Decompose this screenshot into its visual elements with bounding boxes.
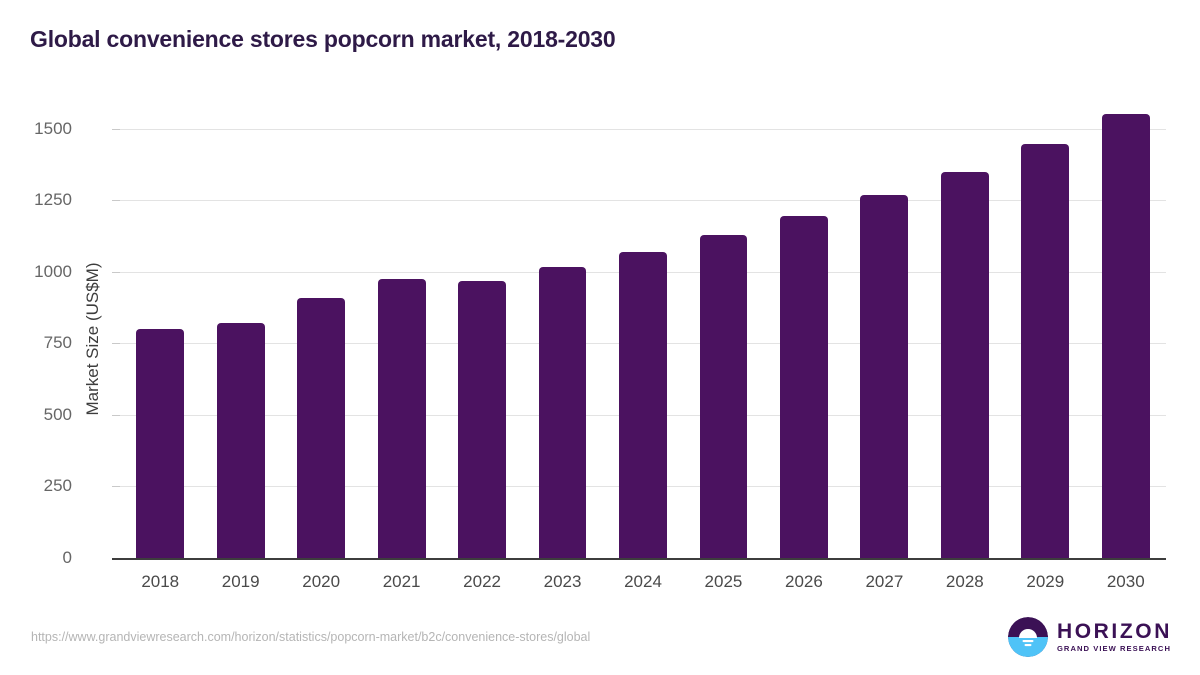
horizon-logo: HORIZON GRAND VIEW RESEARCH	[1007, 616, 1172, 658]
bar-2023[interactable]	[538, 266, 587, 558]
horizon-logo-icon	[1007, 617, 1048, 657]
bar-2025[interactable]	[699, 235, 748, 558]
x-axis-tick-label-2030: 2030	[1106, 572, 1145, 591]
y-axis-tick	[112, 200, 120, 202]
bar-2024[interactable]	[619, 251, 667, 558]
plot-area: Market Size (US$M) 0 250 500 750 1000 1250 150…	[34, 100, 1166, 591]
y-axis-tick	[112, 343, 120, 345]
y-axis-tick-label: 750	[43, 333, 72, 353]
bar-2030[interactable]	[1101, 114, 1150, 558]
page-title: Global convenience stores popcorn market…	[30, 26, 616, 52]
x-axis-line	[112, 558, 1166, 560]
x-axis-tick-label-2020: 2020	[302, 572, 341, 591]
x-axis-tick-label-2023: 2023	[543, 572, 582, 591]
y-axis-tick-label: 250	[43, 476, 72, 496]
y-axis-tick-label: 0	[62, 548, 72, 567]
bar-2028[interactable]	[940, 171, 989, 558]
x-axis-tick-label-2028: 2028	[945, 572, 984, 591]
bar-2026[interactable]	[779, 215, 828, 558]
y-axis-tick	[112, 486, 120, 488]
y-axis-tick	[112, 271, 120, 273]
y-axis-tick	[112, 414, 120, 416]
bar-2018[interactable]	[136, 329, 185, 558]
x-axis-tick-label-2019: 2019	[221, 572, 260, 591]
x-axis-tick-label-2026: 2026	[785, 572, 823, 591]
bar-2021[interactable]	[377, 278, 426, 558]
y-axis-tick-label: 500	[43, 404, 72, 424]
bar-2019[interactable]	[216, 322, 265, 558]
bar-2029[interactable]	[1021, 143, 1070, 558]
y-axis-tick-label: 1250	[34, 190, 72, 210]
y-axis-title: Market Size (US$M)	[83, 262, 102, 416]
horizon-logo-text: HORIZON GRAND VIEW RESEARCH	[1057, 621, 1172, 653]
bar-2020[interactable]	[297, 298, 346, 558]
y-axis-tick-label: 1500	[34, 118, 72, 138]
x-axis-tick-label-2018: 2018	[141, 572, 180, 591]
logo-wordmark: HORIZON	[1056, 620, 1172, 644]
gridline	[120, 200, 1166, 202]
bar-2022[interactable]	[458, 280, 506, 558]
plot-wrapper: Market Size (US$M) 0 250 500 750 1000 1250 150…	[34, 100, 1166, 591]
x-axis-tick-label-2024: 2024	[624, 572, 662, 591]
source-url[interactable]: https://www.grandviewresearch.com/horizo…	[31, 630, 591, 644]
logo-subtitle: GRAND VIEW RESEARCH	[1056, 644, 1172, 654]
bar-2027[interactable]	[860, 195, 909, 558]
y-axis-tick-label: 1000	[34, 261, 72, 281]
x-axis-tick-label-2022: 2022	[463, 572, 501, 591]
x-axis-tick-label-2029: 2029	[1026, 572, 1065, 591]
x-axis-tick-label-2025: 2025	[704, 572, 743, 591]
y-axis-tick	[112, 128, 120, 130]
gridline	[120, 128, 1166, 130]
x-axis-tick-label-2027: 2027	[865, 572, 904, 591]
x-axis-tick-label-2021: 2021	[382, 572, 421, 591]
